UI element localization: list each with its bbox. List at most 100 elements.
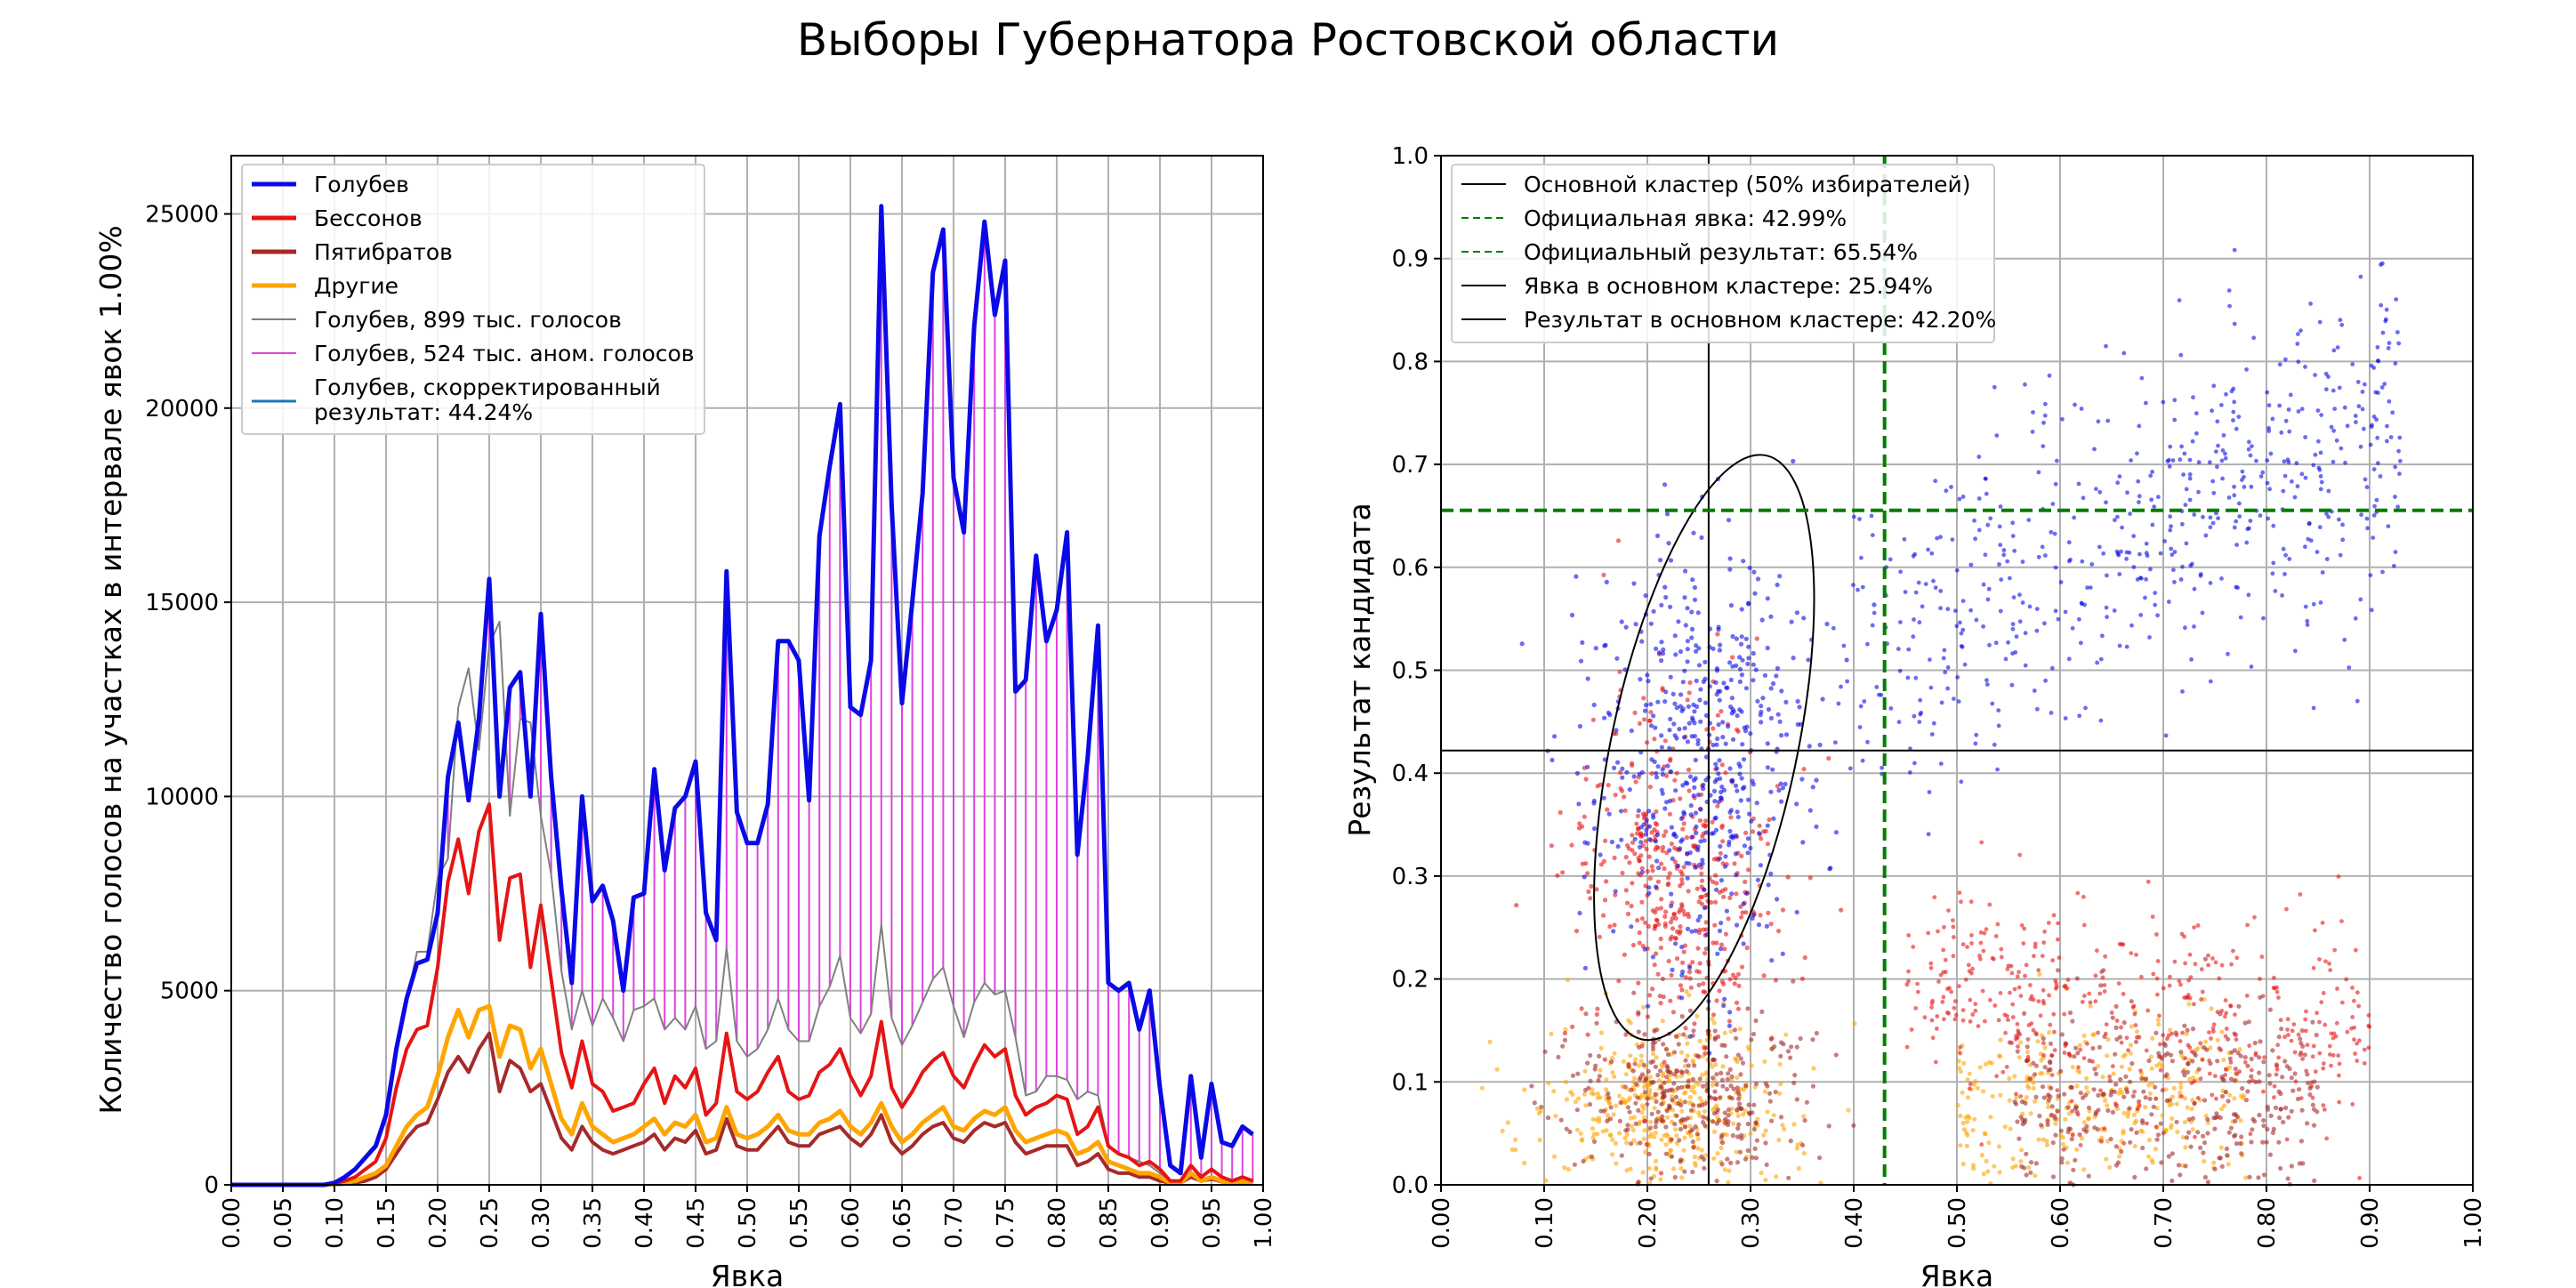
scatter-point-3194 <box>1682 811 1687 817</box>
scatter-point-560 <box>2146 1083 2152 1088</box>
scatter-point-1526 <box>1674 956 1680 962</box>
scatter-point-1373 <box>1745 1006 1751 1011</box>
scatter-point-1573 <box>2328 968 2333 972</box>
scatter-point-1714 <box>2131 1003 2137 1009</box>
scatter-point-3021 <box>1728 834 1734 840</box>
scatter-point-2450 <box>2296 409 2301 414</box>
scatter-point-2213 <box>1602 898 1608 903</box>
scatter-point-2409 <box>1746 644 1751 649</box>
scatter-point-2993 <box>2196 460 2202 465</box>
scatter-point-3296 <box>2187 497 2193 503</box>
scatter-point-1523 <box>1558 809 1563 816</box>
scatter-point-1647 <box>1743 910 1749 915</box>
scatter-point-53 <box>2007 1098 2012 1103</box>
scatter-point-708 <box>2201 1133 2206 1139</box>
scatter-point-3011 <box>2240 469 2245 474</box>
scatter-point-1118 <box>1667 1103 1672 1108</box>
scatter-point-2010 <box>1652 962 1657 968</box>
scatter-point-1810 <box>2102 983 2107 987</box>
scatter-point-2360 <box>2385 439 2389 444</box>
scatter-point-269 <box>2157 1061 2162 1067</box>
scatter-point-713 <box>2282 1059 2288 1064</box>
scatter-point-1402 <box>1697 961 1703 966</box>
scatter-point-1997 <box>1667 811 1672 817</box>
scatter-point-1273 <box>2153 1084 2158 1090</box>
scatter-point-2534 <box>1905 675 1911 680</box>
scatter-point-2564 <box>1672 633 1678 639</box>
left-x-tick-label-0: 0.00 <box>219 1197 246 1249</box>
scatter-point-2786 <box>1746 811 1752 817</box>
scatter-point-3257 <box>1686 720 1692 726</box>
scatter-point-2959 <box>1680 969 1686 975</box>
scatter-point-2218 <box>1619 788 1625 793</box>
scatter-point-425 <box>1660 1018 1665 1024</box>
scatter-point-2098 <box>1743 879 1748 885</box>
scatter-point-1258 <box>1798 1035 1803 1042</box>
scatter-point-1302 <box>2037 1114 2042 1119</box>
scatter-point-1677 <box>2052 1029 2057 1034</box>
scatter-point-2735 <box>1671 721 1677 727</box>
scatter-point-1136 <box>1661 994 1666 1000</box>
scatter-point-2079 <box>1717 988 1722 994</box>
scatter-point-101 <box>1996 1144 2001 1149</box>
scatter-point-2695 <box>2104 500 2108 505</box>
left-x-tick-label-17: 0.85 <box>1096 1197 1123 1249</box>
scatter-point-2900 <box>1698 719 1703 724</box>
scatter-point-1024 <box>2257 1113 2262 1118</box>
scatter-point-1795 <box>1683 975 1688 980</box>
scatter-point-2114 <box>1943 957 1948 962</box>
scatter-point-3014 <box>1735 809 1740 815</box>
scatter-point-792 <box>1655 1109 1661 1115</box>
scatter-point-2963 <box>2172 550 2178 554</box>
scatter-point-2024 <box>1714 940 1719 946</box>
scatter-point-1349 <box>2287 1066 2292 1072</box>
scatter-point-2837 <box>1682 668 1687 673</box>
scatter-point-2270 <box>1660 848 1665 854</box>
scatter-point-2171 <box>1727 977 1733 982</box>
scatter-point-1274 <box>1753 1155 1759 1161</box>
scatter-point-3208 <box>1857 517 1862 521</box>
scatter-point-1408 <box>2233 1012 2237 1018</box>
scatter-point-2081 <box>2327 962 2332 966</box>
scatter-point-1099 <box>2186 1061 2191 1067</box>
scatter-point-281 <box>2237 1047 2242 1052</box>
scatter-point-2125 <box>1709 899 1714 906</box>
scatter-point-2500 <box>1695 917 1701 923</box>
scatter-point-2466 <box>2378 474 2383 479</box>
scatter-point-1688 <box>1633 779 1638 785</box>
scatter-point-3361 <box>2172 417 2178 423</box>
scatter-point-3270 <box>1728 677 1734 683</box>
scatter-point-3035 <box>1669 903 1674 909</box>
scatter-point-601 <box>2202 996 2207 1002</box>
scatter-point-1568 <box>1620 870 1625 876</box>
scatter-point-2384 <box>1591 702 1597 708</box>
scatter-point-3225 <box>1797 704 1802 710</box>
scatter-point-1443 <box>2208 1071 2212 1076</box>
scatter-point-2921 <box>2210 520 2216 526</box>
scatter-point-1594 <box>2050 958 2056 963</box>
scatter-point-583 <box>2150 1035 2155 1041</box>
scatter-point-2682 <box>1775 665 1780 672</box>
scatter-point-1893 <box>2052 1048 2057 1052</box>
scatter-point-880 <box>2305 1072 2310 1077</box>
right-x-tick-label-10: 1.00 <box>2460 1197 2487 1249</box>
scatter-point-460 <box>2084 1075 2089 1081</box>
scatter-point-1043 <box>2049 1085 2054 1091</box>
scatter-point-2040 <box>2272 1083 2277 1089</box>
scatter-point-1158 <box>2243 1098 2250 1103</box>
scatter-point-1606 <box>1906 933 1912 938</box>
scatter-point-2049 <box>2070 1132 2075 1138</box>
scatter-point-448 <box>2191 1075 2196 1081</box>
scatter-point-394 <box>1638 1053 1644 1059</box>
scatter-point-882 <box>2190 1026 2196 1032</box>
scatter-point-2749 <box>2283 418 2289 423</box>
scatter-point-2429 <box>1667 848 1672 853</box>
scatter-point-2943 <box>2265 390 2270 395</box>
scatter-point-761 <box>2260 1139 2266 1145</box>
scatter-point-3102 <box>2155 613 2161 618</box>
scatter-point-953 <box>2039 1123 2044 1128</box>
scatter-point-2488 <box>1807 808 1813 813</box>
scatter-point-1847 <box>2193 1134 2197 1139</box>
scatter-point-2243 <box>2330 1053 2336 1058</box>
scatter-point-2485 <box>2298 328 2303 334</box>
